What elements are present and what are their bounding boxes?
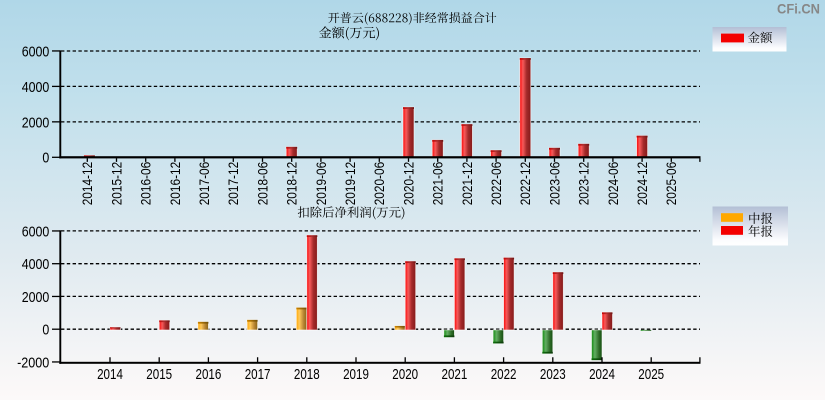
svg-text:2019: 2019 bbox=[343, 366, 369, 383]
svg-text:2016: 2016 bbox=[196, 366, 222, 383]
svg-text:2017: 2017 bbox=[245, 366, 271, 383]
svg-text:2019-12: 2019-12 bbox=[343, 162, 358, 206]
svg-text:4000: 4000 bbox=[22, 79, 50, 96]
svg-text:2020-06: 2020-06 bbox=[372, 162, 387, 206]
svg-text:2000: 2000 bbox=[22, 289, 50, 306]
svg-text:-2000: -2000 bbox=[17, 354, 49, 371]
svg-text:2000: 2000 bbox=[22, 114, 50, 131]
svg-text:2015-12: 2015-12 bbox=[109, 162, 124, 206]
svg-text:2020: 2020 bbox=[392, 366, 418, 383]
svg-text:2016-12: 2016-12 bbox=[168, 162, 183, 206]
svg-text:2021-12: 2021-12 bbox=[460, 162, 475, 206]
svg-text:CFi.CN: CFi.CN bbox=[777, 2, 820, 17]
svg-text:0: 0 bbox=[42, 322, 49, 339]
svg-text:2015: 2015 bbox=[146, 366, 172, 383]
svg-text:2024-12: 2024-12 bbox=[635, 162, 650, 206]
svg-text:2021: 2021 bbox=[442, 366, 468, 383]
svg-text:2018-12: 2018-12 bbox=[285, 162, 300, 206]
svg-text:2016-06: 2016-06 bbox=[139, 162, 154, 206]
svg-text:4000: 4000 bbox=[22, 256, 50, 273]
svg-text:2014-12: 2014-12 bbox=[80, 162, 95, 206]
svg-text:6000: 6000 bbox=[22, 223, 50, 240]
svg-text:2022-12: 2022-12 bbox=[518, 162, 533, 206]
svg-text:2020-12: 2020-12 bbox=[401, 162, 416, 206]
svg-text:2021-06: 2021-06 bbox=[431, 162, 446, 206]
svg-text:2023-06: 2023-06 bbox=[547, 162, 562, 206]
svg-text:2023-12: 2023-12 bbox=[577, 162, 592, 206]
svg-text:0: 0 bbox=[42, 150, 49, 167]
svg-text:2024-06: 2024-06 bbox=[606, 162, 621, 206]
svg-text:2014: 2014 bbox=[97, 366, 123, 383]
svg-text:2017-06: 2017-06 bbox=[197, 162, 212, 206]
svg-text:2025-06: 2025-06 bbox=[664, 162, 679, 206]
svg-text:2022-06: 2022-06 bbox=[489, 162, 504, 206]
svg-text:2017-12: 2017-12 bbox=[226, 162, 241, 206]
svg-text:6000: 6000 bbox=[22, 43, 50, 60]
svg-text:2023: 2023 bbox=[540, 366, 566, 383]
svg-text:2025: 2025 bbox=[638, 366, 664, 383]
svg-text:2024: 2024 bbox=[589, 366, 615, 383]
svg-text:2019-06: 2019-06 bbox=[314, 162, 329, 206]
svg-text:2018-06: 2018-06 bbox=[255, 162, 270, 206]
svg-text:2022: 2022 bbox=[491, 366, 517, 383]
svg-text:2018: 2018 bbox=[294, 366, 320, 383]
